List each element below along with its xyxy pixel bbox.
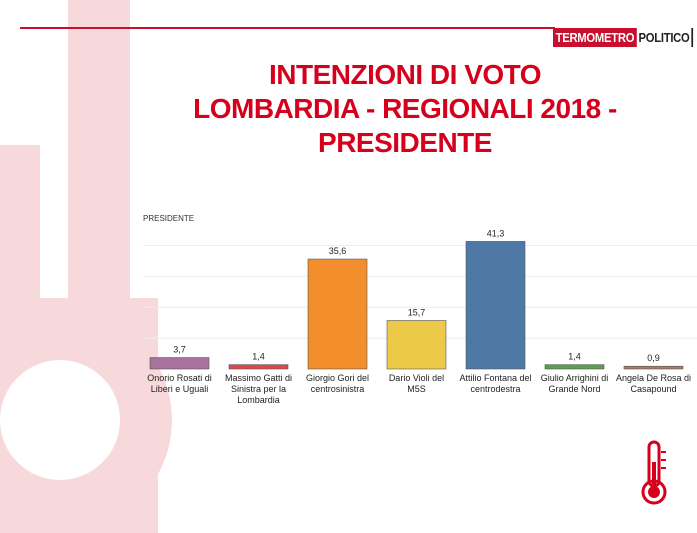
category-label: Massimo Gatti di Sinistra per la Lombardia — [225, 373, 292, 405]
brand-logo: TERMOMETRO POLITICO — [553, 28, 693, 47]
bar — [623, 365, 684, 370]
bar-value-label: 1,4 — [252, 352, 265, 362]
bar — [149, 357, 210, 370]
category-label: Dario Violi del M5S — [389, 373, 444, 394]
category-label: Onorio Rosati di Liberi e Uguali — [147, 373, 212, 394]
bar-value-label: 1,4 — [568, 352, 581, 362]
page-title: INTENZIONI DI VOTO LOMBARDIA - REGIONALI… — [193, 59, 617, 158]
bar-value-label: 35,6 — [329, 246, 347, 256]
top-rule — [20, 27, 555, 29]
bar — [465, 241, 526, 370]
bar-value-label: 41,3 — [487, 228, 505, 238]
category-label: Giulio Arrighini di Grande Nord — [541, 373, 609, 394]
bar-chart: PRESIDENTE 3,7 Onorio Rosati di Liberi e U… — [143, 214, 697, 405]
bar-value-label: 3,7 — [173, 345, 186, 355]
bar — [307, 258, 368, 370]
bar-value-label: 15,7 — [408, 308, 426, 318]
bar-value-label: 0,9 — [647, 353, 660, 363]
brand-logo-part1: TERMOMETRO — [553, 28, 637, 47]
thermometer-icon — [641, 440, 667, 505]
chart-title: PRESIDENTE — [143, 214, 194, 223]
bar — [386, 320, 447, 370]
category-label: Attilio Fontana del centrodestra — [459, 373, 531, 394]
category-label: Angela De Rosa di Casapound — [616, 373, 691, 394]
category-label: Giorgio Gori del centrosinistra — [306, 373, 369, 394]
bar — [228, 364, 289, 370]
bar — [544, 364, 605, 370]
brand-logo-part2: POLITICO — [636, 28, 693, 47]
